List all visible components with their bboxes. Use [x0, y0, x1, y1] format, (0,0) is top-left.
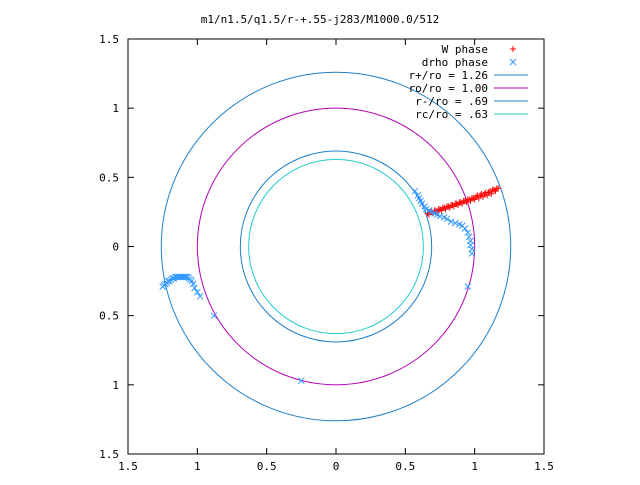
w-phase-point	[439, 204, 446, 211]
w-phase-point	[492, 188, 499, 195]
w-phase-point	[464, 196, 471, 203]
drho-phase-point	[193, 288, 201, 296]
w-phase-point	[435, 206, 442, 213]
drho-phase-point	[468, 250, 476, 257]
w-phase-point	[485, 189, 492, 196]
legend-marker	[509, 58, 517, 66]
drho-phase-point	[191, 284, 198, 292]
series-layer	[159, 71, 512, 422]
x-tick-label: 1.5	[118, 460, 138, 473]
w-phase-point	[467, 197, 474, 204]
w-phase-point	[479, 193, 486, 200]
circle-ro-ro-1-00	[196, 107, 476, 386]
w-phase-point	[486, 188, 493, 195]
w-phase-point	[443, 203, 450, 210]
w-phase-point	[468, 195, 475, 202]
w-phase-point	[493, 185, 500, 192]
y-tick-label: 1.5	[99, 33, 119, 46]
drho-phase-point	[411, 187, 419, 195]
chart-title: m1/n1.5/q1.5/r-+.55-j283/M1000.0/512	[201, 13, 439, 26]
y-tick-label: 1.5	[99, 448, 119, 461]
x-tick-label: 1	[194, 460, 201, 473]
y-tick-label: 0.5	[99, 310, 119, 323]
w-phase-point	[489, 186, 496, 193]
y-tick-label: 0	[112, 241, 119, 254]
legend-label: ro/ro = 1.00	[409, 82, 488, 95]
drho-phase-point	[297, 377, 305, 385]
drho-phase-point	[181, 273, 189, 281]
w-phase-point	[446, 204, 453, 211]
w-phase-point	[475, 195, 482, 202]
x-tick-label: 1.5	[534, 460, 554, 473]
x-tick-label: 0	[333, 460, 340, 473]
w-phase-point	[448, 202, 455, 208]
w-phase-point	[484, 192, 491, 199]
w-phase-point	[488, 190, 495, 197]
y-tick-label: 1	[112, 379, 119, 392]
legend-label: rc/ro = .63	[415, 108, 488, 121]
legend-label: drho phase	[422, 56, 488, 69]
w-phase-point	[438, 207, 445, 214]
drho-phase-point	[464, 283, 472, 290]
drho-phase-point	[189, 280, 197, 288]
w-phase-point	[452, 200, 459, 207]
drho-phase-point	[465, 233, 473, 241]
drho-phase-point	[210, 312, 218, 320]
x-tick-label: 0.5	[395, 460, 415, 473]
y-tick-label: 0.5	[99, 171, 119, 184]
drho-phase-point	[451, 219, 459, 227]
x-tick-label: 0.5	[257, 460, 277, 473]
legend-label: W phase	[442, 43, 488, 56]
w-phase-point	[477, 192, 484, 199]
drho-phase-point	[443, 215, 451, 223]
y-tick-label: 1	[112, 102, 119, 115]
w-phase-point	[459, 200, 466, 207]
drho-phase-point	[447, 218, 455, 225]
w-phase-point	[463, 199, 470, 206]
w-phase-point	[442, 206, 449, 213]
drho-phase-point	[464, 229, 472, 237]
legend-marker	[510, 46, 516, 52]
drho-phase-point	[436, 212, 444, 220]
w-phase-point	[455, 202, 462, 208]
drho-phase-point	[461, 225, 469, 232]
w-phase-point	[456, 199, 463, 206]
w-phase-point	[481, 190, 488, 197]
axis-ticks: 1.5 1 0.5 0 0.5 1 1.51.510.500.511.5	[99, 33, 554, 473]
x-tick-label: 1	[471, 460, 478, 473]
circle-r-ro-1-26	[160, 71, 512, 422]
drho-phase-point	[196, 292, 204, 300]
w-phase-point	[460, 197, 467, 204]
w-phase-point	[471, 196, 478, 203]
w-phase-point	[450, 203, 457, 210]
circle-r-ro-69	[239, 150, 433, 343]
drho-phase-point	[467, 241, 474, 249]
legend-label: r-/ro = .69	[415, 95, 488, 108]
legend-label: r+/ro = 1.26	[409, 69, 488, 82]
circle-rc-ro-63	[248, 158, 424, 335]
w-phase-point	[473, 193, 480, 200]
